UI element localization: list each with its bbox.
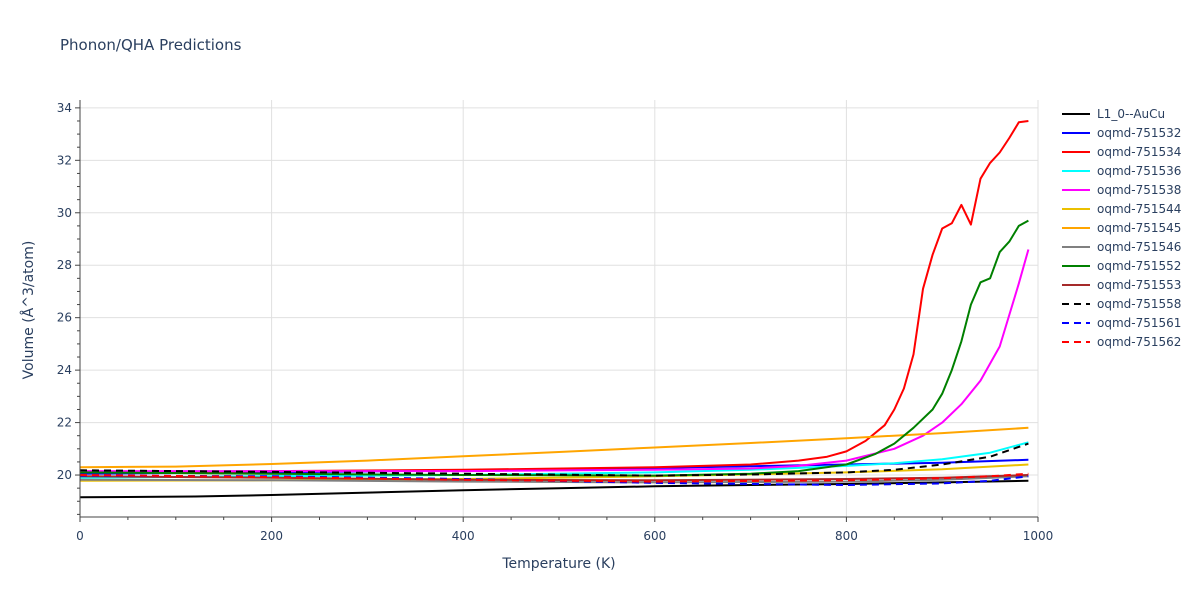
legend-label: oqmd-751536 [1097,164,1181,178]
legend-label: oqmd-751546 [1097,240,1181,254]
legend-label: L1_0--AuCu [1097,107,1165,121]
series-line-oqmd-751561[interactable] [79,474,1029,486]
series-line-L1_0--AuCu[interactable] [79,479,1029,499]
legend-label: oqmd-751552 [1097,259,1181,273]
legend-item[interactable]: oqmd-751546 [1062,240,1181,254]
legend-item[interactable]: oqmd-751553 [1062,278,1181,292]
legend-item[interactable]: oqmd-751544 [1062,202,1181,216]
axes: 0 200 400 600 800 1000 20 22 24 26 28 30 32 34 [57,100,1054,543]
series-line-oqmd-751534[interactable] [79,120,1029,474]
series-line-oqmd-751552[interactable] [79,219,1029,477]
legend[interactable]: L1_0--AuCu oqmd-751532 oqmd-751534 oqmd-751… [1062,107,1181,349]
x-tick-label: 0 [76,529,84,543]
y-tick-label: 32 [57,153,72,167]
series-line-oqmd-751538[interactable] [80,249,1030,473]
legend-item[interactable]: oqmd-751545 [1062,221,1181,235]
x-tick-label: 800 [835,529,858,543]
legend-label: oqmd-751534 [1097,145,1181,159]
series-lines [79,120,1030,499]
y-tick-label: 30 [57,206,72,220]
x-tick-label: 1000 [1023,529,1054,543]
series-line-oqmd-751562[interactable] [79,472,1029,483]
y-tick-label: 24 [57,363,72,377]
legend-label: oqmd-751532 [1097,126,1181,140]
legend-label: oqmd-751553 [1097,278,1181,292]
legend-label: oqmd-751561 [1097,316,1181,330]
legend-label: oqmd-751545 [1097,221,1181,235]
y-tick-label: 28 [57,258,72,272]
grid [80,100,1039,517]
x-axis-title: Temperature (K) [501,556,615,572]
legend-item[interactable]: oqmd-751534 [1062,145,1181,159]
series-line-oqmd-751553[interactable] [79,474,1029,482]
x-tick-label: 600 [643,529,666,543]
legend-item[interactable]: oqmd-751561 [1062,316,1181,330]
legend-item[interactable]: oqmd-751536 [1062,164,1181,178]
y-tick-label: 26 [57,311,72,325]
series-line-oqmd-751545[interactable] [79,426,1029,469]
chart-title: Phonon/QHA Predictions [60,36,242,54]
legend-label: oqmd-751544 [1097,202,1181,216]
legend-item[interactable]: oqmd-751532 [1062,126,1181,140]
legend-label: oqmd-751538 [1097,183,1181,197]
legend-item[interactable]: oqmd-751562 [1062,335,1181,349]
legend-item[interactable]: oqmd-751552 [1062,259,1181,273]
legend-item[interactable]: oqmd-751538 [1062,183,1181,197]
x-tick-label: 400 [452,529,475,543]
x-tick-label: 200 [260,529,283,543]
legend-item[interactable]: oqmd-751558 [1062,297,1181,311]
series-line-oqmd-751536[interactable] [79,441,1029,479]
legend-item[interactable]: L1_0--AuCu [1062,107,1165,121]
legend-label: oqmd-751562 [1097,335,1181,349]
y-axis-title: Volume (Å^3/atom) [20,241,37,380]
legend-label: oqmd-751558 [1097,297,1181,311]
series-line-oqmd-751546[interactable] [79,475,1029,484]
y-tick-label: 34 [57,101,72,115]
y-tick-label: 22 [57,416,72,430]
y-tick-label: 20 [57,468,72,482]
